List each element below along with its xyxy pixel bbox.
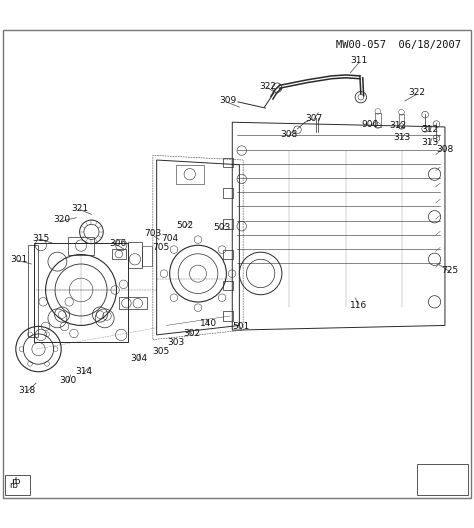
Text: 301: 301	[10, 255, 27, 264]
Text: 725: 725	[441, 266, 458, 275]
Text: 321: 321	[72, 204, 89, 213]
Bar	[112, 249, 126, 259]
Bar	[223, 188, 233, 198]
Text: 309: 309	[219, 97, 236, 106]
Text: 503: 503	[213, 223, 230, 232]
Text: rb: rb	[11, 477, 20, 486]
Text: 312: 312	[421, 125, 438, 134]
Text: 300: 300	[60, 376, 77, 385]
Bar	[68, 237, 94, 254]
Text: 312: 312	[389, 121, 406, 130]
Text: 303: 303	[167, 338, 184, 347]
Bar	[417, 464, 468, 495]
Text: 322: 322	[408, 88, 425, 97]
Bar	[223, 280, 233, 290]
Text: 704: 704	[161, 234, 178, 243]
Bar	[223, 250, 233, 259]
Text: 306: 306	[109, 239, 126, 248]
Text: 313: 313	[421, 138, 438, 147]
Bar	[5, 475, 30, 495]
Bar	[119, 297, 147, 309]
Text: 311: 311	[350, 56, 367, 65]
Bar	[223, 312, 233, 320]
Bar	[28, 244, 37, 337]
Text: 322: 322	[259, 82, 276, 91]
Text: 502: 502	[176, 221, 193, 230]
Text: 302: 302	[183, 328, 201, 337]
Text: 501: 501	[232, 323, 249, 332]
Text: 313: 313	[393, 133, 410, 142]
Text: rb: rb	[9, 481, 18, 490]
Bar	[175, 165, 204, 184]
Text: 318: 318	[18, 385, 36, 395]
Text: 116: 116	[350, 301, 367, 310]
Text: 140: 140	[200, 318, 217, 327]
Bar	[375, 113, 381, 127]
Text: 307: 307	[305, 114, 322, 123]
Text: MW00-057  06/18/2007: MW00-057 06/18/2007	[337, 40, 462, 50]
Text: 304: 304	[130, 354, 147, 363]
Text: 900: 900	[362, 120, 379, 129]
Text: 705: 705	[152, 243, 169, 252]
Bar	[399, 114, 404, 128]
Text: 314: 314	[75, 367, 92, 376]
Bar	[223, 219, 233, 229]
Text: 315: 315	[32, 234, 49, 243]
Text: 308: 308	[437, 145, 454, 154]
Text: 308: 308	[280, 129, 298, 138]
Text: 305: 305	[153, 347, 170, 356]
Text: 703: 703	[144, 229, 162, 238]
Bar	[142, 246, 152, 266]
Bar	[223, 158, 233, 167]
Bar	[128, 242, 142, 268]
Text: 320: 320	[54, 215, 71, 224]
Bar	[34, 243, 128, 342]
